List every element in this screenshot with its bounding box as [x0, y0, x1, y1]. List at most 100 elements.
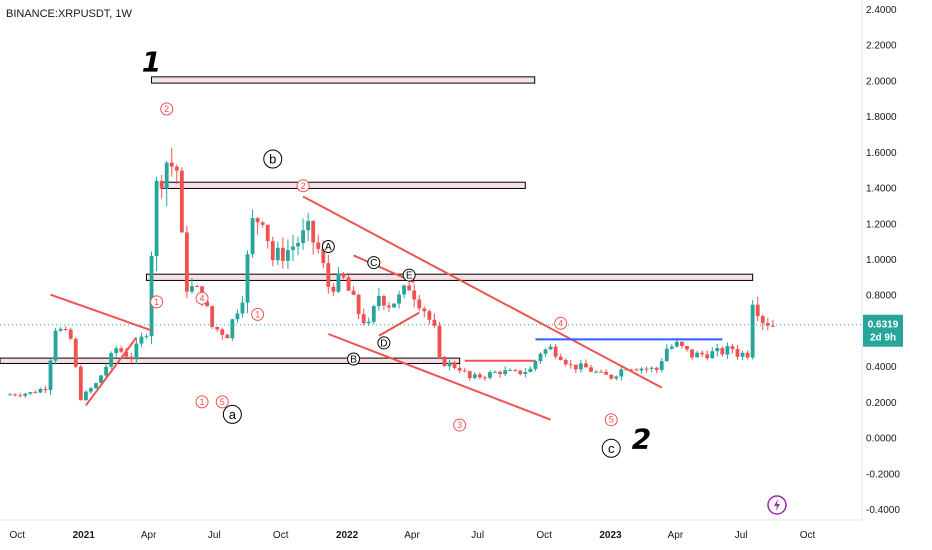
candle-body	[745, 352, 750, 358]
candle-body	[705, 354, 710, 359]
trend-line-sym-triangle-upper	[50, 293, 152, 332]
candle-body	[644, 368, 649, 370]
candle-body	[144, 336, 149, 338]
candle-body	[604, 371, 609, 375]
candle-body	[134, 343, 139, 360]
candle-body	[392, 303, 396, 308]
wave-label-black-small: D	[380, 338, 387, 349]
candle-body	[483, 377, 487, 379]
candle-body	[685, 346, 689, 350]
candle-body	[109, 353, 114, 367]
y-tick-label: 0.2000	[866, 398, 897, 409]
wave-circle-black	[601, 438, 621, 458]
candle-body	[558, 356, 563, 360]
wave-label-black: c	[608, 441, 615, 456]
wave-circle-red	[160, 102, 174, 116]
x-tick-label: Oct	[273, 530, 289, 541]
candle-body	[245, 254, 250, 303]
candle-body	[210, 306, 215, 327]
candle-body	[447, 362, 452, 367]
candle-body	[33, 392, 38, 394]
wave-circle-black-small	[402, 268, 416, 282]
candle-body	[195, 286, 199, 288]
x-tick-label: Jul	[208, 530, 221, 541]
y-tick-label: 2.4000	[866, 5, 897, 16]
candle-body	[311, 220, 316, 243]
candle-body	[260, 222, 265, 225]
candle-body	[573, 364, 578, 370]
candle-body	[215, 326, 220, 330]
candle-body	[78, 366, 83, 401]
candle-body	[493, 371, 497, 373]
resistance-zone	[161, 181, 526, 189]
x-tick-label: Apr	[668, 530, 684, 541]
candle-body	[755, 304, 760, 317]
candle-body	[43, 389, 48, 391]
candle-body	[584, 363, 588, 368]
candle-body	[740, 352, 745, 357]
candle-body	[149, 256, 154, 337]
lightning-icon[interactable]	[767, 495, 787, 515]
x-tick-label: Jul	[735, 530, 748, 541]
candle-body	[381, 296, 386, 306]
candle-body	[427, 311, 432, 320]
candle-body	[205, 301, 210, 307]
candle-body	[543, 349, 548, 354]
candle-body	[513, 370, 518, 372]
y-tick-label: 1.0000	[866, 255, 897, 266]
candle-body	[336, 273, 341, 292]
wave-label-black: b	[269, 152, 276, 167]
candle-body	[351, 290, 356, 295]
candle-body	[563, 359, 568, 365]
x-tick-label: Apr	[141, 530, 157, 541]
candle-body	[669, 346, 674, 349]
wave-circle-black-small	[347, 352, 361, 366]
wave-label-red: 4	[200, 293, 205, 303]
y-tick-label: 1.4000	[866, 184, 897, 195]
wave-circle-black	[263, 149, 283, 169]
candle-body	[417, 299, 422, 309]
candle-body	[553, 346, 558, 357]
wave-circle-red	[195, 291, 209, 305]
candle-body	[523, 372, 528, 374]
candle-body	[548, 346, 553, 350]
candle-body	[230, 319, 235, 339]
candle-body	[659, 361, 664, 370]
x-tick-label: Oct	[800, 530, 816, 541]
candle-body	[594, 371, 598, 373]
wave-circle-red	[554, 316, 568, 330]
wave-circle-red	[251, 307, 265, 321]
y-tick-label: 1.6000	[866, 148, 897, 159]
wave-label-red: 4	[558, 318, 563, 328]
symbol-title: BINANCE:XRPUSDT, 1W	[6, 8, 132, 20]
wave-circle-black	[222, 404, 242, 424]
x-tick-label: 2021	[73, 530, 96, 541]
candle-body	[316, 242, 321, 249]
price-tag-box	[863, 314, 903, 347]
candle-body	[275, 247, 280, 261]
wave-label-red: 2	[164, 104, 169, 114]
candle-body	[649, 367, 654, 369]
wave-label-red: 1	[154, 297, 159, 307]
countdown-label: 2d 9h	[870, 333, 896, 344]
candle-body	[124, 351, 129, 357]
candle-body	[750, 304, 755, 358]
trend-line-wedge-lower	[327, 333, 551, 421]
trend-line-sym-triangle-lower	[85, 336, 138, 407]
candle-body	[508, 370, 513, 372]
candle-body	[690, 349, 694, 358]
wave-circle-black-small	[367, 256, 381, 270]
candle-body	[503, 370, 508, 375]
candle-body	[387, 305, 391, 308]
candle-body	[578, 363, 583, 370]
candle-body	[402, 285, 407, 295]
candle-body	[442, 356, 447, 367]
y-tick-label: -0.2000	[866, 469, 900, 480]
candle-body	[331, 286, 336, 292]
candle-body	[361, 314, 366, 324]
candle-body	[412, 290, 417, 300]
candle-body	[68, 329, 73, 339]
resistance-zone	[151, 76, 536, 84]
wave-label-black: a	[229, 407, 237, 422]
